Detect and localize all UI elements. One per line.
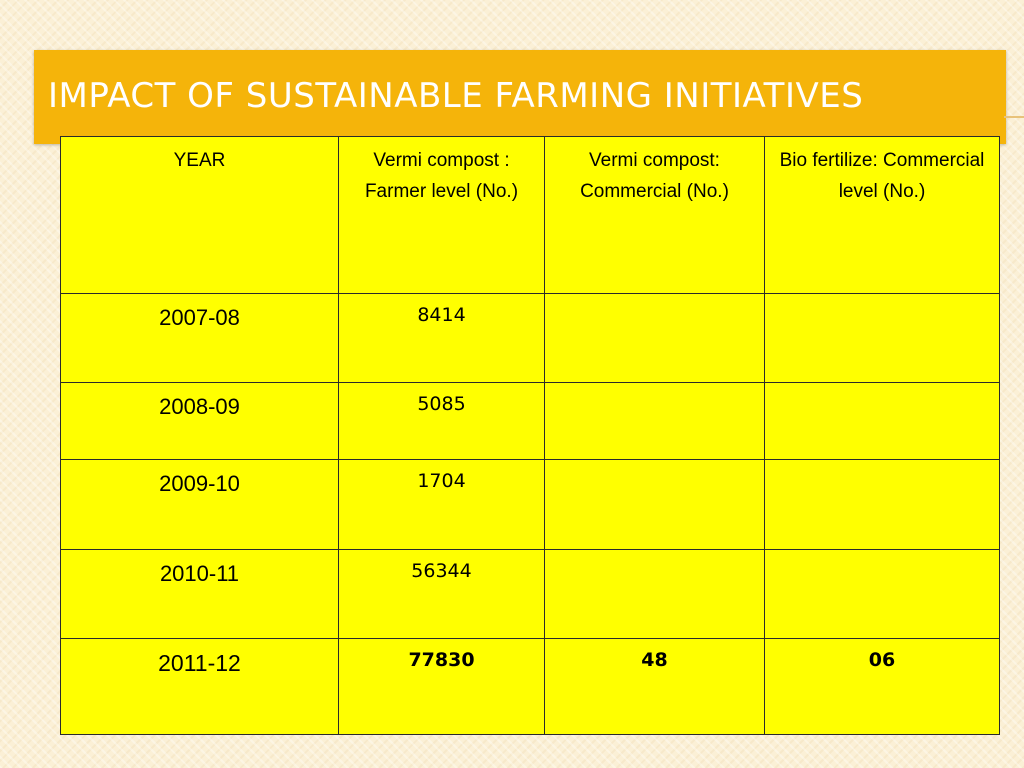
cell-vermi-commercial — [544, 459, 765, 550]
cell-vermi-farmer: 77830 — [338, 638, 545, 735]
cell-year: 2010-11 — [60, 549, 339, 639]
cell-vermi-commercial — [544, 293, 765, 383]
header-vermi-farmer: Vermi compost : Farmer level (No.) — [338, 136, 545, 294]
cell-bio-fertilize — [764, 293, 1000, 383]
title-bar: Impact of Sustainable Farming Initiative… — [34, 50, 1006, 144]
table-row: 2008-09 5085 — [60, 382, 1000, 460]
cell-bio-fertilize — [764, 382, 1000, 460]
cell-vermi-commercial: 48 — [544, 638, 765, 735]
cell-vermi-farmer: 8414 — [338, 293, 545, 383]
table-row: 2007-08 8414 — [60, 293, 1000, 383]
cell-vermi-farmer: 1704 — [338, 459, 545, 550]
cell-year: 2008-09 — [60, 382, 339, 460]
table-row: 2009-10 1704 — [60, 459, 1000, 550]
data-table: YEAR Vermi compost : Farmer level (No.) … — [60, 136, 1000, 735]
table-row: 2010-11 56344 — [60, 549, 1000, 639]
cell-vermi-farmer: 5085 — [338, 382, 545, 460]
cell-vermi-commercial — [544, 549, 765, 639]
header-bio-fertilize: Bio fertilize: Commercial level (No.) — [764, 136, 1000, 294]
slide-title: Impact of Sustainable Farming Initiative… — [48, 76, 864, 116]
accent-line — [1004, 116, 1024, 118]
cell-year: 2011-12 — [60, 638, 339, 735]
cell-vermi-farmer: 56344 — [338, 549, 545, 639]
table-row: 2011-12 77830 48 06 — [60, 638, 1000, 735]
cell-bio-fertilize: 06 — [764, 638, 1000, 735]
cell-year: 2007-08 — [60, 293, 339, 383]
cell-bio-fertilize — [764, 459, 1000, 550]
table-header-row: YEAR Vermi compost : Farmer level (No.) … — [60, 136, 1000, 294]
cell-vermi-commercial — [544, 382, 765, 460]
header-year: YEAR — [60, 136, 339, 294]
header-vermi-commercial: Vermi compost: Commercial (No.) — [544, 136, 765, 294]
cell-bio-fertilize — [764, 549, 1000, 639]
cell-year: 2009-10 — [60, 459, 339, 550]
